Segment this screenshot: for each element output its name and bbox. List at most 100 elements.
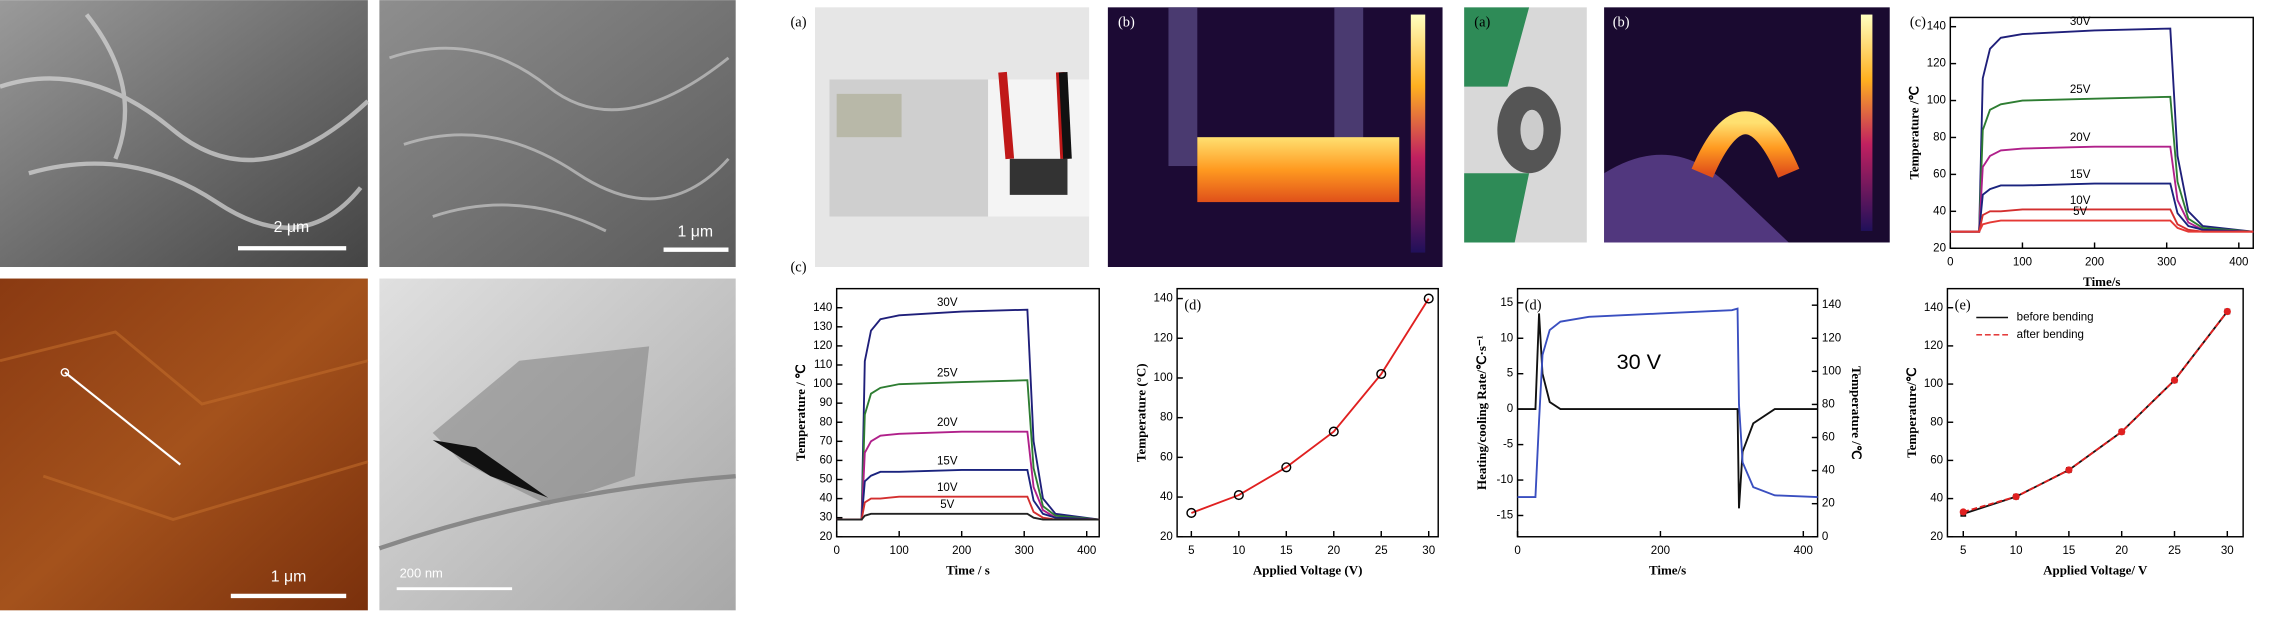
y2-tick-label: 100: [1822, 365, 1841, 377]
series-label: 20V: [937, 417, 958, 429]
x-tick-label: 100: [2013, 257, 2032, 269]
chart: 0 100 200 300 400 20 40 60 80 100 120 140 Time/s Temp…: [1907, 15, 2254, 289]
series-line: [1950, 95, 2254, 233]
y-tick-label: 60: [1933, 168, 1946, 180]
marker: [2065, 466, 2073, 474]
y2-tick-label: 140: [1822, 299, 1841, 311]
series-line: [836, 469, 1100, 521]
series-label: 5V: [940, 499, 954, 511]
x-tick-label: 10: [2010, 545, 2023, 557]
y-tick-label: 80: [1930, 416, 1943, 428]
x-tick-label: 300: [1015, 545, 1034, 557]
y-tick-label: 100: [1924, 378, 1943, 390]
y-tick-label: 40: [1930, 493, 1943, 505]
x-tick-label: 20: [1327, 545, 1340, 557]
panel-label: (b): [1118, 15, 1135, 31]
y-tick-label: 120: [1924, 340, 1943, 352]
series-line: [1191, 298, 1430, 514]
scale-bar-label: 1 μm: [271, 568, 307, 585]
x-tick-label: 30: [2221, 545, 2234, 557]
series-label: 10V: [2070, 195, 2091, 207]
x-tick-label: 5: [1960, 545, 1966, 557]
afm-image: 1 μm: [0, 278, 369, 611]
marker: [1233, 490, 1244, 501]
series-label: 30V: [2070, 16, 2091, 28]
chart: 0 100 200 300 400 20 30 40 50 60 70 80 90 100 110 120 13…: [791, 260, 1100, 577]
x-axis-label: Time/s: [1649, 562, 1686, 577]
y-tick-label: 10: [1500, 332, 1513, 344]
marker: [2170, 376, 2179, 384]
panel-label: (d): [1184, 297, 1201, 313]
legend-label: after bending: [2017, 329, 2084, 341]
y-tick-label: 40: [1160, 491, 1173, 503]
y2-tick-label: 20: [1822, 498, 1835, 510]
series-label: 25V: [2070, 84, 2091, 96]
y-tick-label: -15: [1497, 510, 1514, 522]
series-line: [836, 308, 1100, 521]
y-tick-label: 80: [1160, 412, 1173, 424]
y-tick-label: 5: [1507, 368, 1513, 380]
x-tick-label: 100: [890, 545, 909, 557]
series-line: [1950, 182, 2254, 233]
scale-bar-label: 1 μm: [678, 224, 714, 241]
x-tick-label: 20: [2115, 545, 2128, 557]
panel-label: (e): [1955, 297, 1971, 313]
x-axis-label: Applied Voltage (V): [1253, 562, 1363, 577]
y-tick-label: 140: [1154, 293, 1173, 305]
series-label: 10V: [937, 482, 958, 494]
x-axis-label: Time/s: [2083, 274, 2120, 289]
panel-label: (c): [1910, 15, 1926, 31]
y-tick-label: 60: [820, 454, 833, 466]
y-tick-label: 80: [1933, 132, 1946, 144]
x-tick-label: 400: [2229, 257, 2248, 269]
panel-label: (b): [1613, 15, 1630, 31]
thermal-image-1: (b): [1107, 7, 1443, 268]
marker: [2012, 493, 2020, 501]
y-tick-label: 140: [1924, 302, 1943, 314]
y-axis-label: Temperature/℃: [1904, 368, 1919, 458]
x-tick-label: 0: [833, 545, 839, 557]
y-tick-label: 140: [813, 302, 832, 314]
x-tick-label: 25: [1375, 545, 1388, 557]
plot-frame: [835, 287, 1100, 538]
y-tick-label: 40: [820, 493, 833, 505]
y-tick-label: 60: [1930, 454, 1943, 466]
sem-image-2: 1 μm: [379, 0, 736, 268]
x-axis-label: Applied Voltage/ V: [2043, 562, 2148, 577]
scale-bar-label: 2 μm: [274, 219, 310, 236]
y-tick-label: 100: [1154, 372, 1173, 384]
series-line: [1517, 307, 1818, 499]
series-line: [1517, 313, 1818, 509]
panel-label: (c): [791, 260, 807, 276]
plot-frame: [1176, 287, 1439, 538]
y-tick-label: 120: [1154, 332, 1173, 344]
y-tick-label: -10: [1497, 474, 1514, 486]
x-axis-label: Time / s: [946, 562, 990, 577]
y-axis-label: Temperature /℃: [1907, 86, 1922, 179]
series-line: [836, 430, 1100, 521]
series-label: 15V: [2070, 169, 2091, 181]
y-tick-label: 110: [814, 359, 832, 371]
sem-image-1: 2 μm: [0, 0, 370, 268]
x-tick-label: 300: [2157, 257, 2176, 269]
y2-tick-label: 120: [1822, 332, 1841, 344]
y-tick-label: 100: [1927, 95, 1946, 107]
y-axis-label: Temperature / ℃: [793, 364, 808, 461]
scale-bar-label: 200 nm: [400, 566, 443, 581]
series-line: [1950, 145, 2254, 233]
y2-tick-label: 60: [1822, 432, 1835, 444]
y2-tick-label: 0: [1822, 531, 1828, 543]
series-line: [1950, 219, 2254, 233]
x-tick-label: 5: [1188, 545, 1194, 557]
series-line: [1963, 311, 2229, 515]
x-tick-label: 30: [1422, 545, 1435, 557]
chart: 0 200 400 -15 -10 -5 0 5 10 15 0 20 40 60 80 100 120 140 T…: [1474, 287, 1864, 577]
y-tick-label: 20: [1930, 531, 1943, 543]
y-axis-label: Temperature (°C): [1133, 363, 1148, 461]
marker: [1328, 426, 1339, 437]
series-label: 15V: [937, 455, 958, 467]
x-tick-label: 25: [2168, 545, 2181, 557]
tem-image: 200 nm: [378, 278, 736, 611]
series-label: 30V: [937, 297, 958, 309]
